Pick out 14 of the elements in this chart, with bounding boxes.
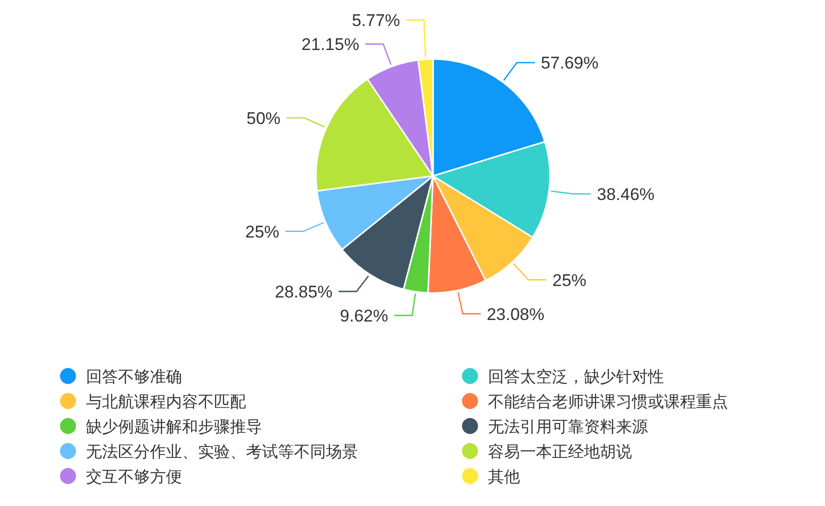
data-label: 50%	[246, 108, 281, 128]
data-label: 25%	[552, 270, 586, 290]
data-label: 9.62%	[340, 306, 388, 326]
data-label: 57.69%	[540, 54, 599, 73]
data-label: 23.08%	[486, 304, 544, 324]
data-label: 5.77%	[352, 11, 400, 30]
legend-label: 交互不够方便	[86, 468, 182, 486]
data-label: 25%	[245, 222, 280, 242]
data-label: 21.15%	[302, 35, 360, 54]
data-label: 38.46%	[596, 184, 655, 204]
legend-label: 回答不够准确	[86, 368, 182, 386]
legend-label: 容易一本正经地胡说	[488, 443, 632, 461]
data-label: 28.85%	[274, 282, 333, 302]
legend-label: 其他	[488, 468, 520, 486]
